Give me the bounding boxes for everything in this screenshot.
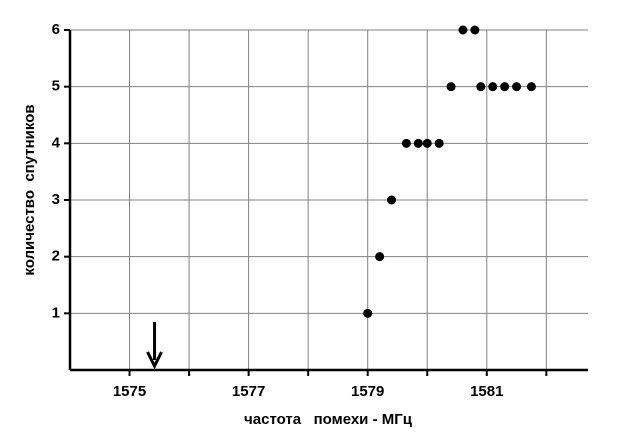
point bbox=[422, 138, 432, 148]
arrow-head bbox=[146, 351, 163, 370]
y-tick-label: 5 bbox=[52, 78, 60, 95]
x-tick-label: 1575 bbox=[113, 383, 146, 400]
point bbox=[375, 252, 385, 262]
point bbox=[470, 25, 480, 35]
point bbox=[500, 82, 510, 92]
y-tick-label: 6 bbox=[52, 21, 60, 38]
y-tick-label: 3 bbox=[52, 191, 60, 208]
point bbox=[413, 138, 423, 148]
x-tick-label: 1577 bbox=[232, 383, 265, 400]
point bbox=[476, 82, 486, 92]
point bbox=[512, 82, 522, 92]
x-tick-label: 1579 bbox=[351, 383, 384, 400]
x-axis-label: частота помехи - МГц bbox=[244, 411, 413, 428]
y-tick-label: 1 bbox=[52, 304, 60, 321]
point bbox=[526, 82, 536, 92]
point bbox=[458, 25, 468, 35]
y-axis-label: количество спутников bbox=[21, 104, 38, 275]
y-tick-label: 4 bbox=[52, 134, 61, 151]
y-tick-label: 2 bbox=[52, 248, 60, 265]
point bbox=[434, 138, 444, 148]
point bbox=[446, 82, 456, 92]
point bbox=[401, 138, 411, 148]
x-tick-label: 1581 bbox=[470, 383, 503, 400]
point bbox=[488, 82, 498, 92]
point bbox=[363, 308, 373, 318]
point bbox=[387, 195, 397, 205]
